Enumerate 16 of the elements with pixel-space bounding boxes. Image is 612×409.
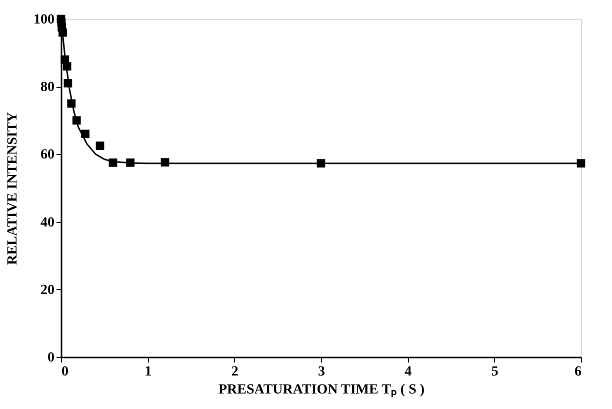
x-tick-label: 0: [62, 364, 68, 380]
y-tick-label: 0: [48, 350, 54, 366]
x-axis-title: PRESATURATION TIME Tₚ ( S ): [218, 382, 425, 398]
x-tick-label: 6: [574, 364, 582, 380]
y-tick-label: 40: [40, 215, 54, 230]
y-tick-label: 100: [34, 12, 54, 28]
x-tick-label: 2: [231, 364, 238, 380]
y-tick-label: 60: [40, 148, 54, 163]
x-tick-label: 3: [318, 364, 325, 380]
x-tick-label: 4: [404, 364, 412, 380]
y-tick-label: 80: [40, 80, 54, 96]
y-tick-label: 20: [40, 282, 54, 298]
y-axis-title: RELATIVE INTENSITY: [6, 112, 20, 265]
point: [96, 142, 104, 150]
x-tick-label: 5: [491, 364, 498, 380]
x-tick-label: 1: [144, 364, 152, 380]
